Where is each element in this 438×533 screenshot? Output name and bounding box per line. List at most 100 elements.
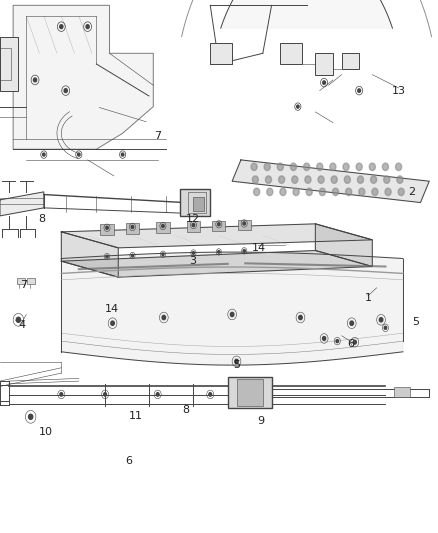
Circle shape: [243, 249, 245, 252]
Text: 5: 5: [233, 360, 240, 370]
Circle shape: [60, 25, 63, 29]
Circle shape: [162, 316, 166, 320]
Bar: [237, 379, 263, 406]
Circle shape: [305, 176, 311, 183]
Text: 7: 7: [154, 131, 161, 141]
Circle shape: [343, 163, 349, 171]
Circle shape: [350, 321, 353, 325]
Circle shape: [60, 393, 63, 396]
Polygon shape: [315, 224, 372, 266]
Text: 13: 13: [392, 86, 406, 95]
Text: 5: 5: [413, 318, 420, 327]
Circle shape: [299, 316, 302, 320]
Circle shape: [330, 163, 336, 171]
Bar: [180, 189, 210, 216]
Bar: [0, 48, 11, 80]
Bar: [342, 53, 359, 69]
Bar: [100, 224, 113, 235]
Circle shape: [230, 312, 234, 317]
Bar: [210, 43, 232, 64]
Circle shape: [78, 153, 80, 156]
Polygon shape: [61, 232, 118, 277]
Circle shape: [359, 188, 365, 196]
Text: 2: 2: [408, 187, 415, 197]
Bar: [315, 53, 333, 75]
Circle shape: [279, 176, 285, 183]
Circle shape: [192, 252, 194, 254]
Text: 12: 12: [186, 214, 200, 223]
Circle shape: [156, 393, 159, 396]
Circle shape: [371, 176, 377, 183]
Polygon shape: [13, 5, 153, 149]
Circle shape: [162, 224, 164, 228]
Circle shape: [42, 153, 45, 156]
Polygon shape: [61, 252, 403, 365]
Polygon shape: [221, 0, 392, 28]
Circle shape: [290, 163, 297, 171]
Bar: [188, 192, 206, 213]
Circle shape: [319, 188, 325, 196]
Text: 6: 6: [126, 456, 133, 466]
Circle shape: [382, 163, 389, 171]
Circle shape: [318, 176, 324, 183]
Bar: [238, 220, 251, 230]
Circle shape: [280, 188, 286, 196]
Circle shape: [218, 223, 220, 226]
Bar: [193, 197, 204, 211]
Text: 8: 8: [38, 214, 45, 223]
Bar: [280, 43, 302, 64]
Circle shape: [192, 223, 194, 227]
Circle shape: [104, 393, 106, 396]
Text: 10: 10: [39, 427, 53, 437]
Circle shape: [344, 176, 350, 183]
Text: 9: 9: [257, 416, 264, 426]
Circle shape: [293, 188, 299, 196]
Circle shape: [106, 227, 108, 229]
Bar: [228, 377, 272, 408]
Text: 7: 7: [21, 280, 28, 290]
Circle shape: [265, 176, 272, 183]
Circle shape: [251, 163, 257, 171]
Circle shape: [356, 163, 362, 171]
Circle shape: [235, 359, 238, 364]
Circle shape: [331, 176, 337, 183]
Circle shape: [131, 254, 134, 257]
Circle shape: [384, 176, 390, 183]
Circle shape: [317, 163, 323, 171]
Text: 11: 11: [129, 411, 143, 421]
Circle shape: [358, 89, 360, 92]
Circle shape: [304, 163, 310, 171]
Circle shape: [357, 176, 364, 183]
Circle shape: [28, 414, 33, 419]
Bar: [187, 221, 200, 232]
Circle shape: [254, 188, 260, 196]
Circle shape: [131, 225, 134, 229]
Bar: [0, 37, 18, 91]
Polygon shape: [0, 192, 44, 216]
Text: 14: 14: [251, 243, 265, 253]
Circle shape: [369, 163, 375, 171]
Circle shape: [297, 105, 299, 108]
Circle shape: [252, 176, 258, 183]
Circle shape: [323, 81, 325, 84]
Circle shape: [16, 317, 21, 322]
Circle shape: [372, 188, 378, 196]
Bar: [212, 221, 226, 231]
Bar: [156, 222, 170, 233]
Circle shape: [353, 340, 357, 344]
Circle shape: [292, 176, 298, 183]
Bar: [394, 387, 410, 397]
Circle shape: [162, 253, 164, 255]
Text: 8: 8: [183, 406, 190, 415]
Circle shape: [243, 222, 245, 225]
Circle shape: [64, 88, 67, 93]
Circle shape: [336, 340, 339, 343]
Circle shape: [397, 176, 403, 183]
Text: 6: 6: [347, 339, 354, 349]
Bar: [27, 278, 35, 284]
Circle shape: [106, 255, 108, 258]
Bar: [17, 278, 25, 284]
Bar: [126, 223, 139, 234]
Circle shape: [332, 188, 339, 196]
Polygon shape: [61, 224, 372, 248]
